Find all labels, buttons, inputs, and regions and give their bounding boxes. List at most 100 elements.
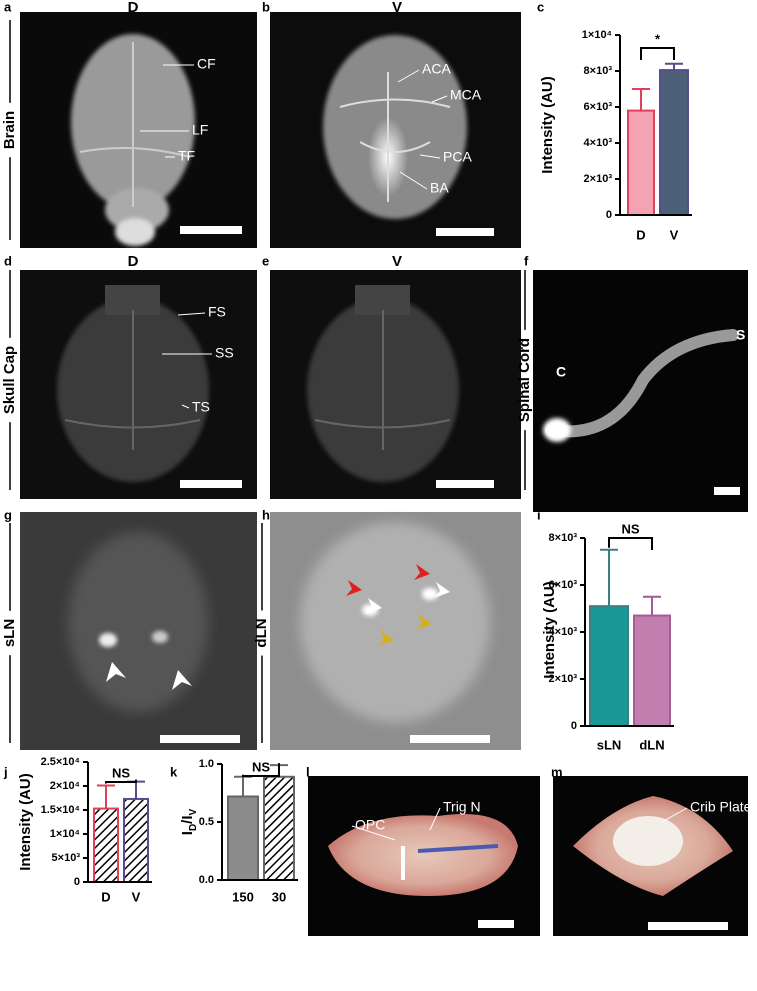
y-tick-label: 2×10³ <box>549 673 578 685</box>
glow <box>543 418 571 442</box>
y-label-part: D <box>188 824 199 831</box>
image-panel <box>270 270 521 499</box>
image-panel <box>553 776 748 936</box>
panel-letter: h <box>262 507 270 522</box>
annotation: ACA <box>422 61 451 77</box>
vessels <box>79 42 191 207</box>
annotation: BA <box>430 180 449 196</box>
x-tick-label: dLN <box>639 737 664 752</box>
tissue <box>300 522 490 722</box>
leader-line <box>397 69 420 83</box>
panel-letter: g <box>4 507 12 522</box>
side-label: Spinal Cord <box>516 338 533 422</box>
node <box>152 631 168 643</box>
annotation: FS <box>208 304 226 320</box>
olfactory <box>115 218 155 246</box>
leader-line <box>177 312 206 316</box>
side-label: sLN <box>1 619 18 647</box>
side-label: Brain <box>1 111 18 149</box>
scale-bar <box>436 228 494 236</box>
y-tick-label: 2×10⁴ <box>50 780 80 792</box>
annotation: OPC <box>355 817 385 833</box>
image-panel <box>270 12 521 248</box>
x-tick-label: V <box>132 889 141 904</box>
arrowhead <box>106 662 126 682</box>
annotation: TF <box>178 148 195 164</box>
panel-letter: k <box>170 764 178 779</box>
y-tick-label: 8×10³ <box>584 65 613 77</box>
annotation: SS <box>215 345 234 361</box>
y-tick-label: 8×10³ <box>549 532 578 544</box>
significance-label: NS <box>252 759 270 774</box>
image-panel <box>20 512 257 750</box>
annotation: S <box>736 327 745 343</box>
y-tick-label: 0.5 <box>199 816 214 828</box>
y-tick-label: 4×10³ <box>584 137 613 149</box>
y-tick-label: 5×10³ <box>52 852 81 864</box>
panel-letter: i <box>537 507 541 522</box>
y-tick-label: 0 <box>74 876 80 888</box>
y-tick-label: 2.5×10⁴ <box>41 756 80 768</box>
arrowhead <box>346 580 362 596</box>
scale-bar <box>478 920 514 928</box>
leader-line <box>351 825 396 841</box>
annotation: Trig N <box>443 799 481 815</box>
bar <box>659 69 689 216</box>
significance-label: * <box>655 31 661 46</box>
significance-label: NS <box>112 765 130 780</box>
plate <box>613 816 683 866</box>
spinal-cord <box>545 329 739 438</box>
y-tick-label: 0 <box>606 209 612 221</box>
y-label-part: V <box>188 808 199 815</box>
scale-bar <box>410 735 490 743</box>
sutures <box>314 310 451 450</box>
y-tick-label: 6×10³ <box>584 101 613 113</box>
y-tick-label: 2×10³ <box>584 173 613 185</box>
leader-line <box>429 807 441 831</box>
x-tick-label: D <box>101 889 110 904</box>
tissue <box>68 532 208 712</box>
panel-heading: V <box>392 0 402 16</box>
y-tick-label: 1.0 <box>199 758 214 770</box>
bar <box>627 109 655 216</box>
scale-bar <box>648 922 728 930</box>
significance-bracket <box>608 537 653 550</box>
marker <box>401 846 405 880</box>
panel-letter: d <box>4 253 12 268</box>
annotation: PCA <box>443 149 472 165</box>
panel-letter: m <box>551 764 563 779</box>
x-tick-label: D <box>636 227 645 242</box>
annotation: MCA <box>450 87 482 103</box>
arrowhead <box>366 598 382 614</box>
y-axis-label: Intensity (AU) <box>17 773 34 871</box>
leader-line <box>661 807 688 823</box>
scale-bar <box>180 480 242 488</box>
scale-bar <box>160 735 240 743</box>
significance-bracket <box>105 779 137 784</box>
image-panel <box>270 512 521 750</box>
significance-bracket <box>242 763 280 777</box>
panel-letter: b <box>262 0 270 14</box>
nerve <box>417 844 499 853</box>
bar <box>589 605 629 728</box>
arrowhead <box>172 670 192 690</box>
sutures <box>64 310 201 450</box>
panel-letter: a <box>4 0 12 14</box>
vessels <box>339 72 451 202</box>
tissue <box>328 814 518 896</box>
x-tick-label: sLN <box>597 737 622 752</box>
significance-label: NS <box>621 521 639 536</box>
leader-line <box>419 154 441 159</box>
arrowhead <box>434 582 450 598</box>
image-panel <box>308 776 540 936</box>
annotation: C <box>556 364 566 380</box>
scale-bar <box>180 226 242 234</box>
y-tick-label: 0 <box>571 720 577 732</box>
arrowhead <box>414 564 430 580</box>
leader-line <box>399 171 428 190</box>
bar <box>263 775 295 882</box>
panel-heading: D <box>128 253 139 270</box>
bar <box>633 614 671 727</box>
arrowhead <box>416 614 432 630</box>
x-tick-label: V <box>670 227 679 242</box>
